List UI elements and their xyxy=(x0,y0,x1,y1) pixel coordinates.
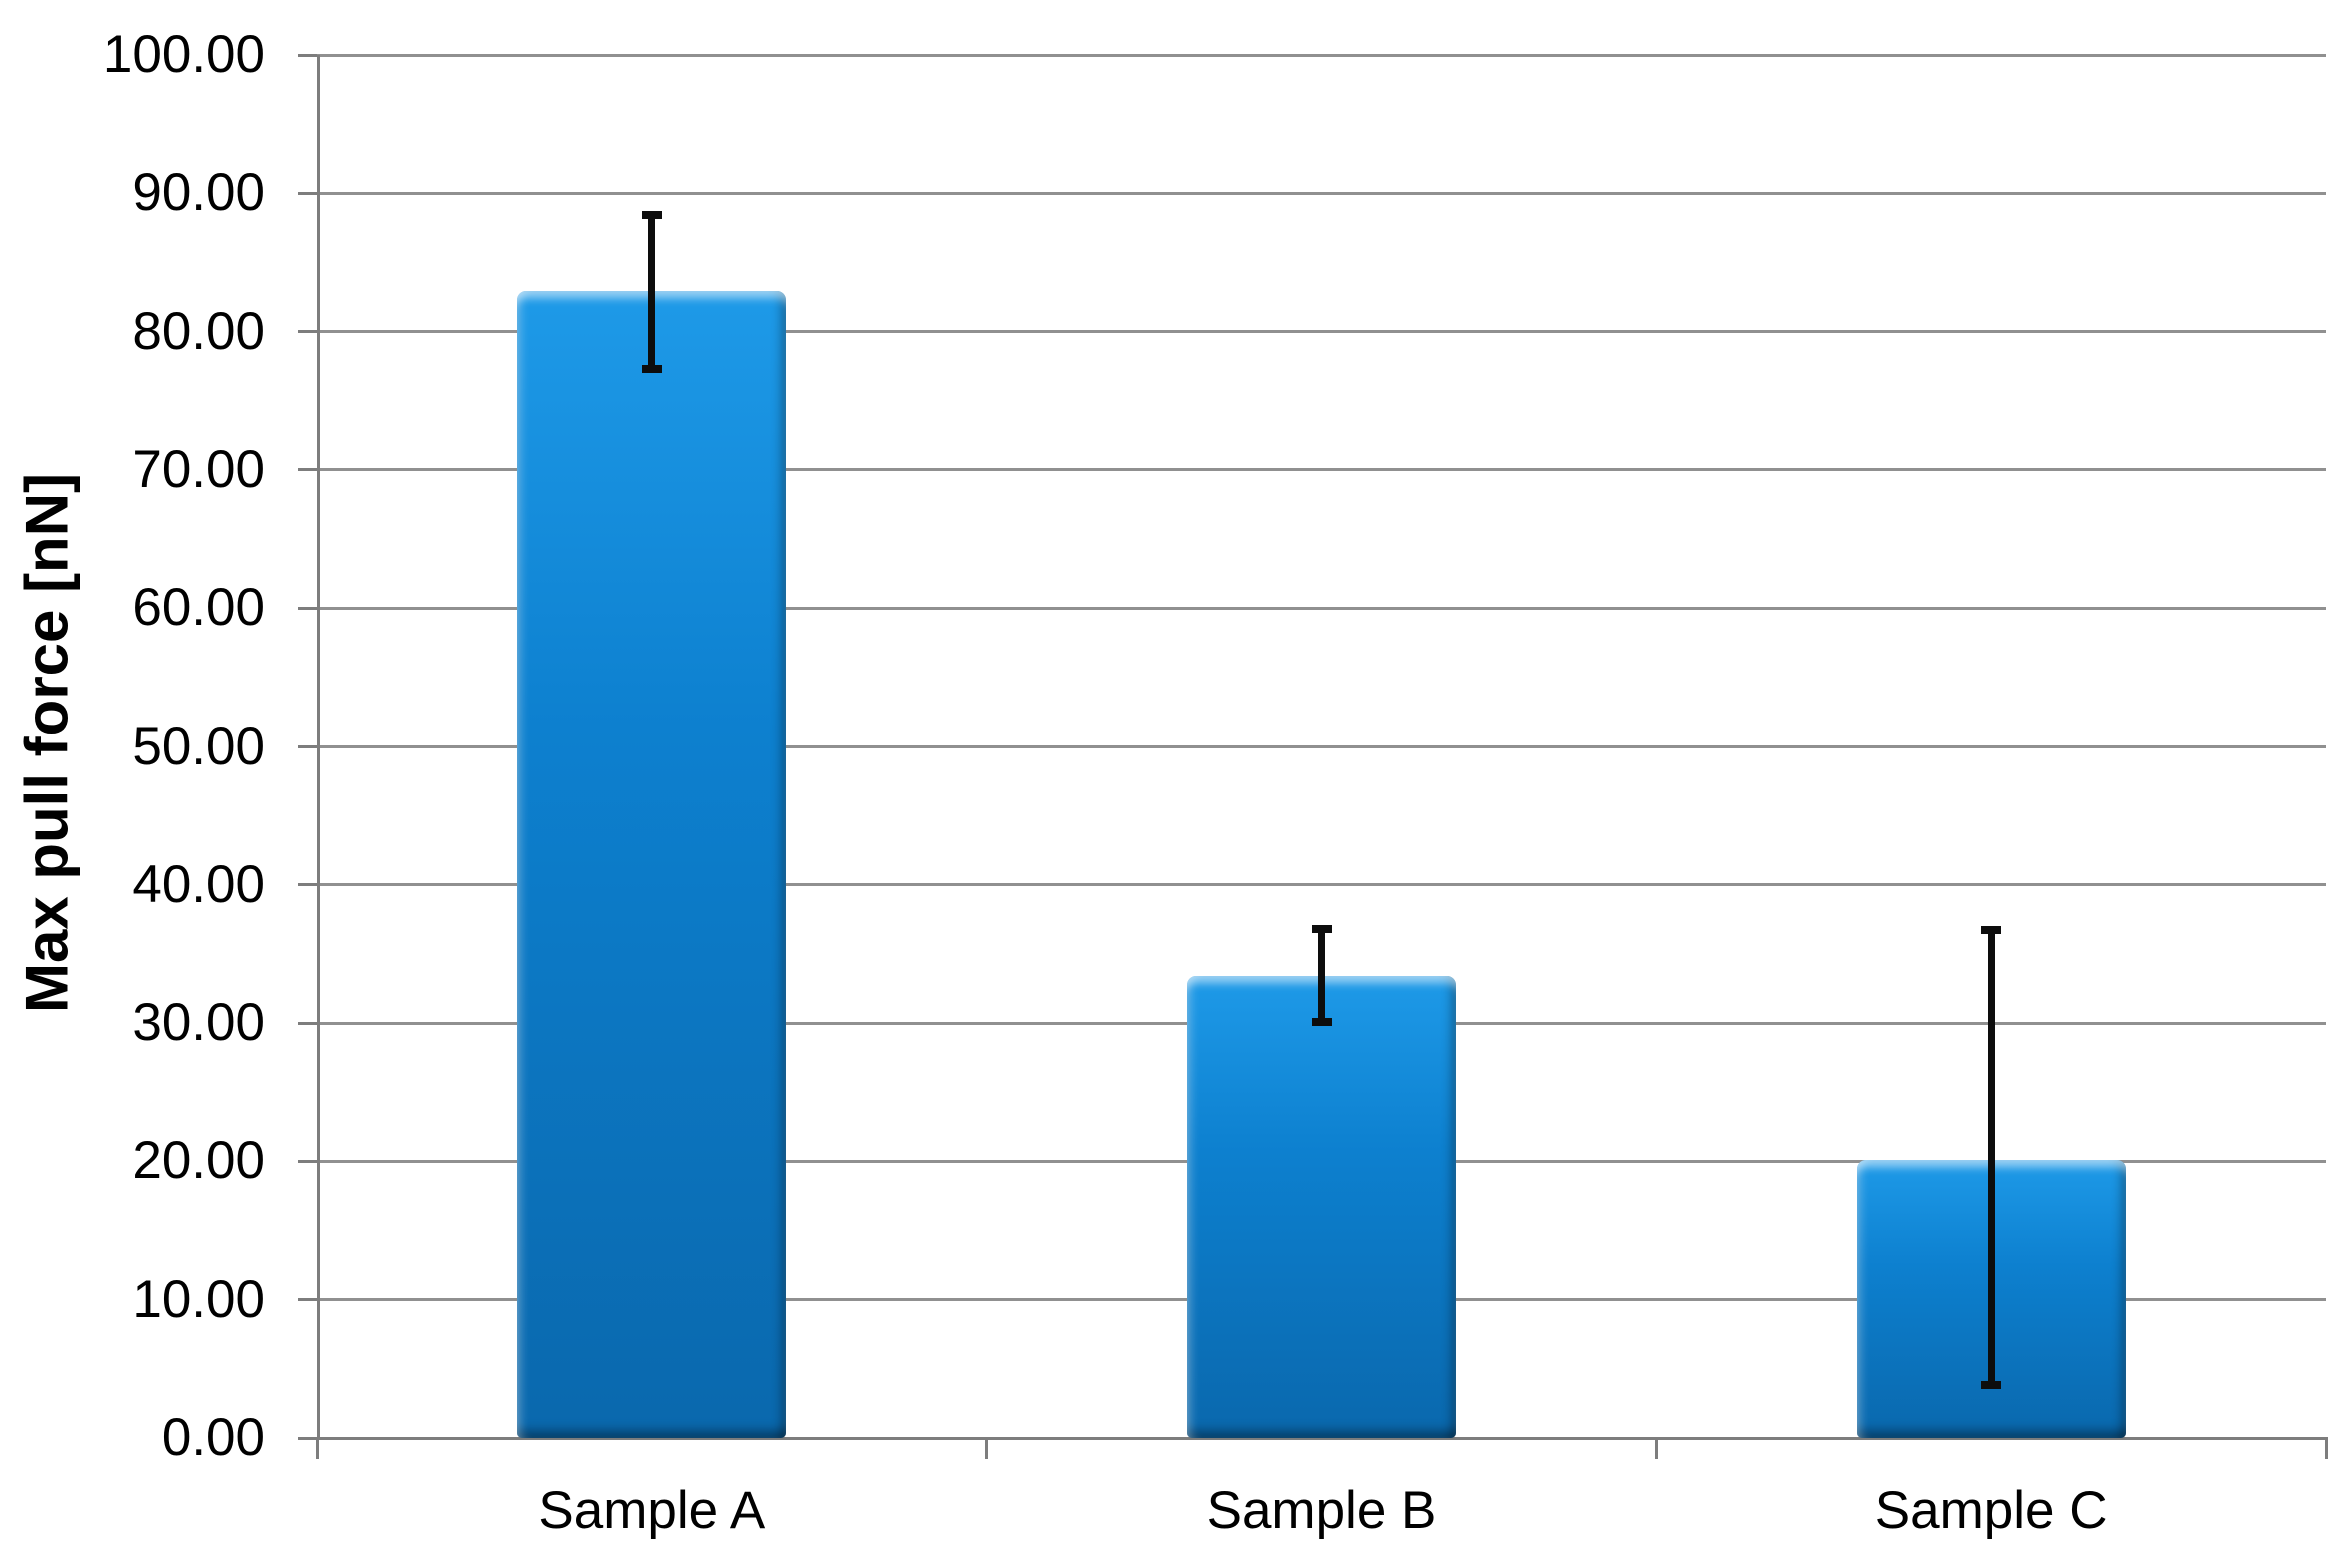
y-tick-label: 80.00 xyxy=(132,301,265,361)
x-axis-tick xyxy=(1654,1438,1658,1459)
y-tick-label: 40.00 xyxy=(132,854,265,914)
x-category-label-sample-c: Sample C xyxy=(1874,1481,2108,1540)
error-bar-cap-top-sample-c xyxy=(1981,926,2002,935)
y-axis-tick xyxy=(298,191,317,195)
y-tick-label: 50.00 xyxy=(132,716,265,776)
error-bar-sample-b xyxy=(1318,929,1325,1022)
error-bar-cap-top-sample-b xyxy=(1311,925,1332,934)
x-axis-tick xyxy=(315,1438,319,1459)
y-axis-tick xyxy=(298,1298,317,1302)
gridline xyxy=(317,53,2326,57)
bar-sample-a xyxy=(517,291,787,1438)
y-axis-tick xyxy=(298,53,317,57)
x-axis-tick xyxy=(2324,1438,2328,1459)
gridline xyxy=(317,468,2326,472)
x-axis-tick xyxy=(985,1438,989,1459)
y-axis-tick xyxy=(298,1436,317,1440)
bar-sample-b xyxy=(1187,976,1456,1438)
y-axis-line xyxy=(317,55,320,1438)
y-axis-tick xyxy=(298,606,317,610)
error-bar-cap-bottom-sample-b xyxy=(1311,1017,1332,1026)
y-axis-tick xyxy=(298,883,317,887)
x-category-label-sample-b: Sample B xyxy=(1206,1481,1437,1540)
gridline xyxy=(317,191,2326,195)
y-tick-label: 60.00 xyxy=(132,578,265,638)
error-bar-cap-top-sample-a xyxy=(641,211,662,220)
y-axis-tick xyxy=(298,1159,317,1163)
y-tick-label: 70.00 xyxy=(132,439,265,499)
error-bar-cap-bottom-sample-c xyxy=(1981,1381,2002,1390)
error-bar-sample-c xyxy=(1987,930,1995,1386)
y-axis-tick xyxy=(298,1021,317,1025)
y-tick-label: 90.00 xyxy=(132,163,265,223)
y-axis-tick xyxy=(298,330,317,334)
y-axis-tick xyxy=(298,745,317,748)
y-axis-tick xyxy=(298,468,317,472)
error-bar-cap-bottom-sample-a xyxy=(641,364,662,373)
y-tick-label: 10.00 xyxy=(132,1269,265,1329)
gridline xyxy=(317,883,2326,887)
x-category-label-sample-a: Sample A xyxy=(538,1481,766,1540)
error-bar-sample-a xyxy=(648,215,656,369)
y-tick-label: 20.00 xyxy=(132,1131,265,1191)
y-tick-label: 100.00 xyxy=(102,25,265,84)
y-tick-label: 0.00 xyxy=(161,1408,265,1467)
x-axis-line xyxy=(317,1436,2328,1440)
gridline xyxy=(317,330,2326,334)
y-tick-label: 30.00 xyxy=(132,993,265,1053)
gridline xyxy=(317,745,2326,748)
gridline xyxy=(317,606,2326,610)
